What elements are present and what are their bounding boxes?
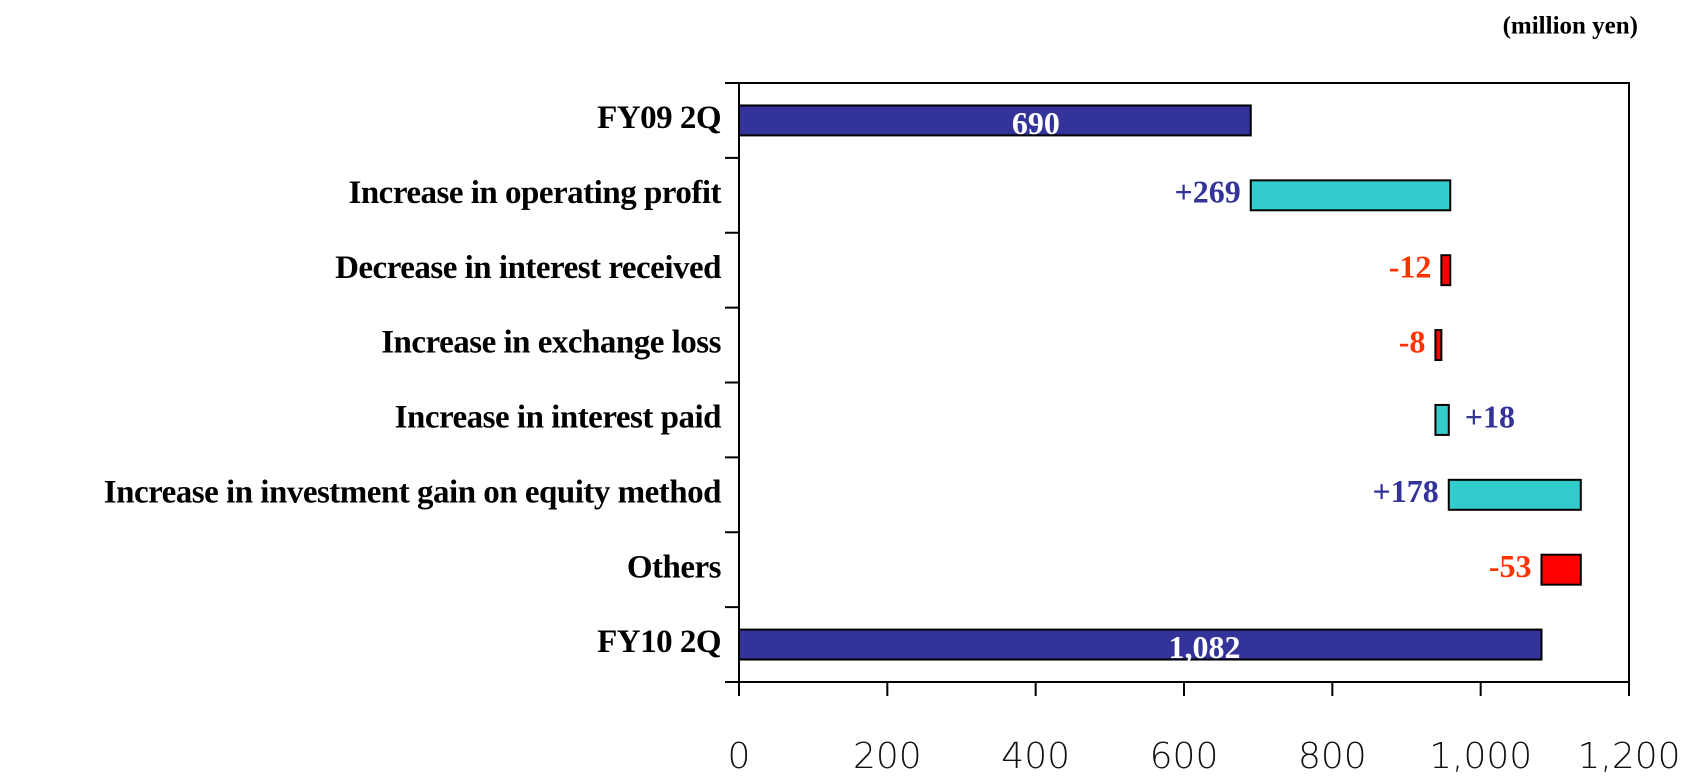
change-bar — [1434, 403, 1450, 436]
change-bar — [1447, 478, 1582, 511]
change-bar — [1540, 553, 1582, 586]
category-label: FY10 2Q — [597, 624, 721, 660]
value-label: -53 — [1489, 548, 1532, 584]
value-label: 690 — [1012, 105, 1060, 141]
x-tick-label: 1,200 — [1577, 736, 1680, 777]
unit-label: (million yen) — [1503, 13, 1638, 40]
category-label: Increase in operating profit — [348, 175, 721, 211]
value-label: +178 — [1373, 473, 1439, 509]
total-bar — [738, 104, 1252, 137]
category-label: Increase in investment gain on equity me… — [104, 474, 721, 510]
change-bar — [1434, 329, 1443, 362]
x-tick-label: 200 — [853, 736, 922, 777]
x-tick-label: 400 — [1001, 736, 1070, 777]
total-bar — [738, 628, 1543, 661]
change-bar — [1249, 179, 1452, 212]
category-label: Increase in interest paid — [395, 400, 722, 436]
value-label: 1,082 — [1168, 629, 1240, 665]
value-label: +18 — [1465, 398, 1515, 434]
category-label: FY09 2Q — [597, 100, 721, 136]
category-label: Decrease in interest received — [335, 250, 721, 286]
value-label: -8 — [1399, 323, 1426, 359]
change-bar — [1440, 254, 1452, 287]
x-tick-label: 0 — [728, 736, 751, 777]
x-tick-label: 1,000 — [1429, 736, 1532, 777]
category-label: Increase in exchange loss — [381, 325, 721, 361]
x-tick-label: 600 — [1150, 736, 1219, 777]
x-tick-label: 800 — [1298, 736, 1367, 777]
value-label: -12 — [1389, 249, 1432, 285]
value-label: +269 — [1175, 174, 1241, 210]
category-label: Others — [627, 549, 722, 585]
